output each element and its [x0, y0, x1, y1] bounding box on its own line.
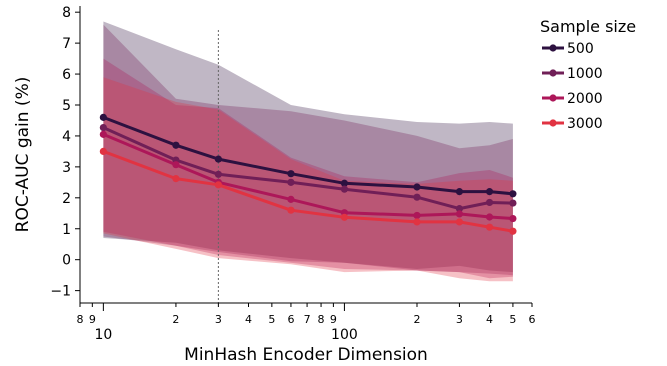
point-2000 — [287, 195, 295, 203]
point-500 — [99, 113, 107, 121]
point-2000 — [413, 211, 421, 220]
legend-marker-2000 — [549, 94, 557, 102]
y-tick-label: 6 — [62, 67, 71, 83]
x-minor-tick-label: 4 — [245, 313, 252, 326]
y-tick-label: −1 — [50, 284, 71, 300]
x-minor-tick-label: 2 — [413, 313, 420, 326]
point-500 — [413, 183, 421, 191]
y-ticks: −1 0 1 2 3 4 5 6 7 8 — [50, 5, 80, 300]
x-major-tick-label: 100 — [331, 327, 358, 343]
point-500 — [455, 188, 464, 196]
x-minor-tick-label: 2 — [172, 313, 179, 326]
x-minor-tick-label: 8 — [318, 313, 325, 326]
point-2000 — [509, 214, 517, 223]
legend: Sample size 500 1000 2000 3000 — [540, 17, 636, 132]
x-minor-tick-label: 3 — [215, 313, 222, 326]
point-1000 — [509, 199, 517, 207]
x-major-tick-label: 10 — [94, 327, 112, 343]
x-minor-tick-label: 3 — [456, 313, 463, 326]
y-tick-label: 5 — [62, 98, 71, 114]
point-500 — [287, 170, 295, 178]
legend-label-1000: 1000 — [567, 66, 603, 82]
legend-label-500: 500 — [567, 41, 594, 57]
point-500 — [485, 188, 494, 196]
point-1000 — [455, 205, 464, 213]
legend-label-2000: 2000 — [567, 91, 603, 107]
point-3000 — [214, 181, 222, 189]
point-3000 — [485, 223, 494, 231]
band-3000 — [103, 77, 513, 282]
point-3000 — [413, 218, 421, 226]
y-tick-label: 4 — [62, 129, 71, 145]
band-500 — [103, 21, 513, 273]
x-ticks: 8 9 2 3 4 5 6 7 8 9 2 3 4 5 610 100 — [77, 303, 536, 343]
x-axis-label: MinHash Encoder Dimension — [184, 345, 428, 365]
legend-title: Sample size — [540, 17, 636, 36]
point-1000 — [340, 185, 349, 193]
legend-marker-500 — [549, 44, 557, 52]
point-2000 — [485, 213, 494, 221]
legend-marker-1000 — [549, 69, 557, 77]
y-tick-label: 3 — [62, 160, 71, 176]
x-minor-tick-label: 5 — [268, 313, 275, 326]
point-2000 — [455, 210, 464, 218]
point-1000 — [99, 123, 107, 132]
y-tick-label: 7 — [62, 36, 71, 52]
y-tick-label: 2 — [62, 191, 71, 207]
x-minor-tick-label: 9 — [89, 313, 96, 326]
point-1000 — [485, 198, 494, 207]
point-1000 — [413, 193, 421, 201]
point-3000 — [287, 206, 295, 214]
point-500 — [340, 179, 349, 187]
point-3000 — [172, 175, 180, 183]
x-minor-tick-label: 7 — [304, 313, 311, 326]
point-3000 — [455, 218, 464, 226]
x-minor-tick-label: 6 — [287, 313, 294, 326]
y-tick-label: 1 — [62, 222, 71, 238]
legend-label-3000: 3000 — [567, 116, 603, 132]
point-1000 — [287, 178, 295, 186]
x-minor-tick-label: 9 — [330, 313, 337, 326]
point-3000 — [340, 213, 349, 221]
point-2000 — [99, 130, 107, 138]
legend-marker-3000 — [549, 119, 557, 127]
y-tick-label: 8 — [62, 5, 71, 21]
y-axis-label: ROC-AUC gain (%) — [13, 77, 33, 233]
x-minor-tick-label: 4 — [486, 313, 493, 326]
point-1000 — [214, 170, 222, 178]
point-3000 — [509, 227, 517, 235]
band-1000 — [103, 24, 513, 276]
series-lines — [99, 113, 517, 235]
y-tick-label: 0 — [62, 253, 71, 269]
band-2000 — [103, 58, 513, 279]
point-500 — [509, 190, 517, 198]
x-minor-tick-label: 8 — [77, 313, 84, 326]
point-500 — [172, 141, 180, 149]
x-minor-tick-label: 6 — [529, 313, 536, 326]
point-500 — [214, 155, 222, 163]
x-minor-tick-label: 5 — [509, 313, 516, 326]
point-2000 — [172, 161, 180, 169]
point-3000 — [99, 147, 107, 156]
confidence-bands — [103, 21, 513, 282]
